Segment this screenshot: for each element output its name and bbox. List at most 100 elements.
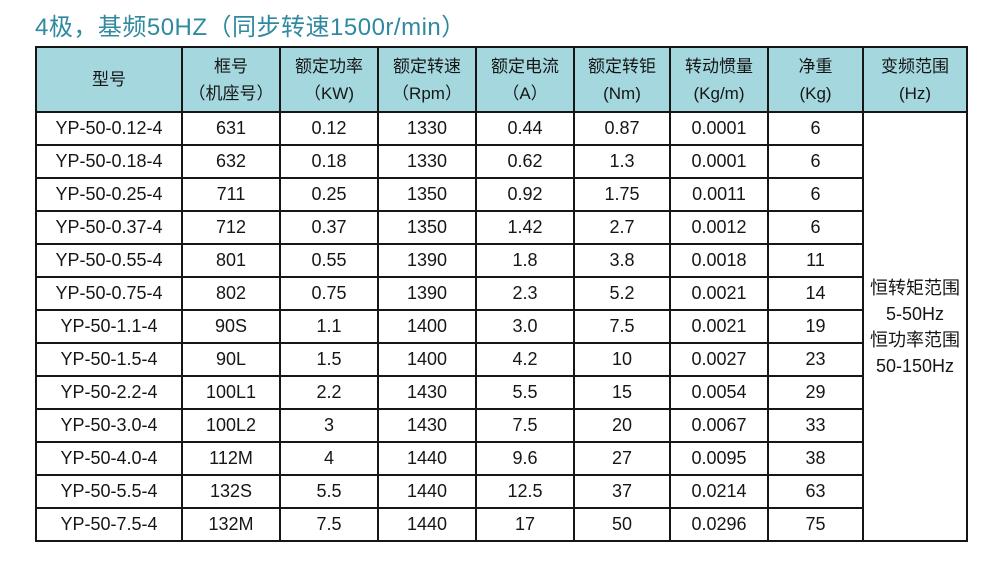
cell-inertia: 0.0214 [669, 474, 769, 509]
cell-model: YP-50-1.5-4 [35, 342, 183, 377]
table-row: YP-50-0.12-4 631 0.12 1330 0.44 0.87 0.0001 6 恒转… [35, 111, 968, 542]
cell-current: 9.6 [475, 441, 575, 476]
cell-inertia: 0.0001 [669, 111, 769, 146]
header-current: 额定电流 （A） [475, 46, 575, 113]
cell-current: 0.92 [475, 177, 575, 212]
cell-model: YP-50-0.12-4 [35, 111, 183, 146]
cell-frame: 100L2 [181, 408, 281, 443]
table-row: YP-50-4.0-4 112M 4 1440 9.6 27 0.0095 38 [35, 441, 967, 476]
cell-speed: 1440 [377, 474, 477, 509]
cell-inertia: 0.0011 [669, 177, 769, 212]
cell-frame: 132S [181, 474, 281, 509]
cell-power: 0.25 [279, 177, 379, 212]
cell-model: YP-50-0.18-4 [35, 144, 183, 179]
header-model-label: 型号 [92, 70, 126, 89]
table-row: YP-50-0.75-4 802 0.75 1390 2.3 5.2 0.0021 14 [35, 276, 967, 311]
table-body: YP-50-0.12-4 631 0.12 1330 0.44 0.87 0.0001 6 恒转… [35, 111, 968, 542]
motor-spec-table: 型号 框号 （机座号） 额定功率 （KW) 额定转速 （Rpm） 额定电流 （A… [35, 46, 968, 542]
cell-model: YP-50-2.2-4 [35, 375, 183, 410]
cell-inertia: 0.0067 [669, 408, 769, 443]
cell-frame: 90L [181, 342, 281, 377]
cell-inertia: 0.0296 [669, 507, 769, 542]
table-row: YP-50-5.5-4 132S 5.5 1440 12.5 37 0.0214 63 [35, 474, 967, 509]
freq-range-line: 恒转矩范围 [870, 277, 960, 298]
header-power-unit: （KW) [303, 83, 355, 103]
freq-range-line: 恒功率范围 [870, 329, 960, 350]
cell-speed: 1350 [377, 177, 477, 212]
cell-torque: 0.87 [573, 111, 671, 146]
cell-inertia: 0.0095 [669, 441, 769, 476]
cell-current: 5.5 [475, 375, 575, 410]
freq-range-line: 5-50Hz [885, 303, 945, 324]
cell-power: 0.37 [279, 210, 379, 245]
cell-frame: 801 [181, 243, 281, 278]
cell-weight: 63 [767, 474, 864, 509]
header-speed-label: 额定转速 [393, 56, 461, 76]
cell-speed: 1440 [377, 507, 477, 542]
header-torque: 额定转钜 (Nm) [573, 46, 671, 113]
cell-current: 1.8 [475, 243, 575, 278]
cell-weight: 6 [767, 177, 864, 212]
cell-power: 0.12 [279, 111, 379, 146]
cell-speed: 1390 [377, 276, 477, 311]
cell-torque: 50 [573, 507, 671, 542]
header-row: 型号 框号 （机座号） 额定功率 （KW) 额定转速 （Rpm） 额定电流 （A… [35, 46, 968, 113]
cell-model: YP-50-5.5-4 [35, 474, 183, 509]
header-weight: 净重 (Kg) [767, 46, 864, 113]
cell-weight: 6 [767, 111, 864, 146]
cell-speed: 1390 [377, 243, 477, 278]
cell-weight: 19 [767, 309, 864, 344]
table-row: YP-50-1.1-4 90S 1.1 1400 3.0 7.5 0.0021 19 [35, 309, 967, 344]
header-current-unit: （A） [502, 83, 548, 103]
table-header: 型号 框号 （机座号） 额定功率 （KW) 额定转速 （Rpm） 额定电流 （A… [35, 46, 968, 113]
cell-frame: 711 [181, 177, 281, 212]
cell-power: 7.5 [279, 507, 379, 542]
cell-torque: 10 [573, 342, 671, 377]
cell-torque: 7.5 [573, 309, 671, 344]
header-torque-unit: (Nm) [603, 83, 641, 103]
cell-torque: 1.3 [573, 144, 671, 179]
cell-model: YP-50-0.75-4 [35, 276, 183, 311]
cell-speed: 1330 [377, 144, 477, 179]
cell-speed: 1430 [377, 375, 477, 410]
cell-frame: 632 [181, 144, 281, 179]
cell-current: 12.5 [475, 474, 575, 509]
cell-model: YP-50-0.25-4 [35, 177, 183, 212]
header-power: 额定功率 （KW) [279, 46, 379, 113]
cell-weight: 23 [767, 342, 864, 377]
cell-frame: 132M [181, 507, 281, 542]
cell-power: 4 [279, 441, 379, 476]
cell-torque: 3.8 [573, 243, 671, 278]
cell-speed: 1330 [377, 111, 477, 146]
header-inertia: 转动惯量 (Kg/m) [669, 46, 769, 113]
freq-range-line: 50-150Hz [875, 355, 955, 376]
header-freq-range-unit: (Hz) [898, 83, 932, 103]
header-frame-label: 框号 [214, 56, 248, 76]
cell-weight: 14 [767, 276, 864, 311]
cell-torque: 5.2 [573, 276, 671, 311]
cell-frame: 631 [181, 111, 281, 146]
cell-model: YP-50-3.0-4 [35, 408, 183, 443]
header-weight-label: 净重 [798, 56, 833, 76]
freq-range-cell: 恒转矩范围 5-50Hz 恒功率范围 50-150Hz [862, 111, 968, 542]
cell-torque: 20 [573, 408, 671, 443]
cell-power: 2.2 [279, 375, 379, 410]
table-row: YP-50-3.0-4 100L2 3 1430 7.5 20 0.0067 33 [35, 408, 967, 443]
header-frame: 框号 （机座号） [181, 46, 281, 113]
cell-weight: 29 [767, 375, 864, 410]
cell-power: 0.18 [279, 144, 379, 179]
cell-weight: 38 [767, 441, 864, 476]
cell-torque: 37 [573, 474, 671, 509]
cell-inertia: 0.0054 [669, 375, 769, 410]
cell-current: 2.3 [475, 276, 575, 311]
cell-model: YP-50-0.37-4 [35, 210, 183, 245]
cell-inertia: 0.0021 [669, 309, 769, 344]
table-row: YP-50-0.25-4 711 0.25 1350 0.92 1.75 0.0011 6 [35, 177, 967, 212]
header-torque-label: 额定转钜 [588, 56, 656, 76]
cell-torque: 2.7 [573, 210, 671, 245]
cell-power: 1.1 [279, 309, 379, 344]
cell-power: 3 [279, 408, 379, 443]
cell-torque: 15 [573, 375, 671, 410]
page-title: 4极，基频50HZ（同步转速1500r/min） [35, 14, 466, 41]
cell-inertia: 0.0012 [669, 210, 769, 245]
